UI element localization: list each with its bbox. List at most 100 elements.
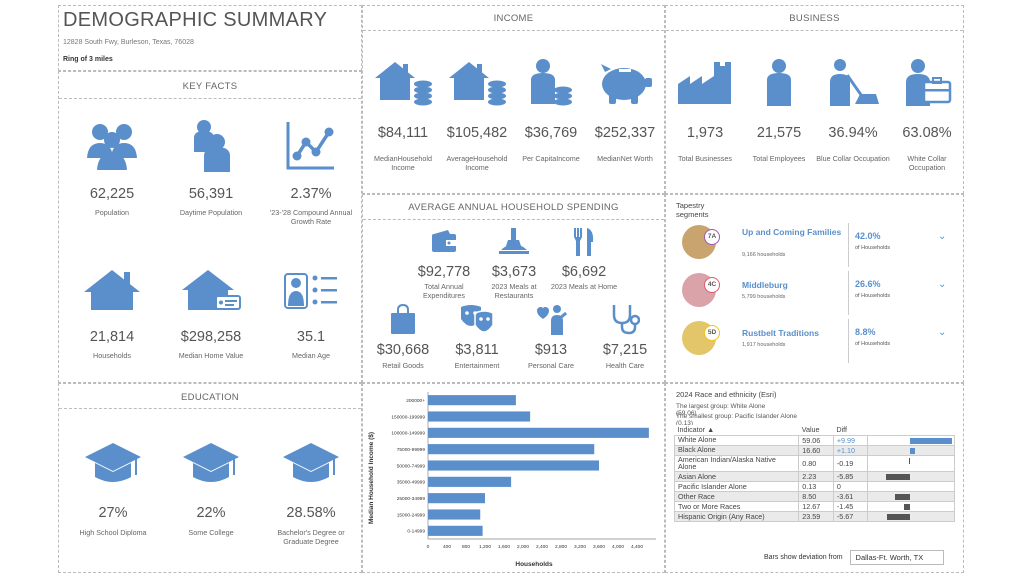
bar[interactable] <box>428 460 599 471</box>
x-tick-label: 2,000 <box>517 544 529 550</box>
tapestry-title: Tapestry segments <box>676 201 709 219</box>
bar[interactable] <box>428 509 481 520</box>
bar[interactable] <box>428 525 483 536</box>
total-businesses-label: Total Businesses <box>678 154 732 163</box>
restaurants-label: 2023 Meals at Restaurants <box>491 282 537 301</box>
race-diff-bar <box>895 494 911 501</box>
fact-median-age: 35.1 Median Age <box>265 268 357 360</box>
x-tick-label: 2,400 <box>536 544 548 550</box>
race-diff-bar <box>908 457 911 464</box>
bar[interactable] <box>428 493 485 504</box>
meals-home-value: $6,692 <box>561 264 607 280</box>
business-panel: BUSINESS 1,973 Total Businesses 21,575 T… <box>665 5 964 194</box>
race-diff-bar-cell <box>867 511 955 523</box>
tapestry-panel: Tapestry segments 7A Up and Coming Famil… <box>665 194 964 383</box>
fact-growth-rate: 2.37% '23-'28 Compound Annual Growth Rat… <box>265 118 357 227</box>
value-header[interactable]: Value <box>798 425 834 435</box>
diff-header[interactable]: Diff <box>833 425 868 435</box>
tapestry-row-4c[interactable]: 4C Middleburg 5,799 households 26.6% of … <box>672 271 957 317</box>
race-diff-bar-cell <box>867 454 955 473</box>
spend-meals-home: $6,692 2023 Meals at Home <box>549 228 619 291</box>
factory-icon <box>676 58 734 106</box>
table-row: Asian Alone 2.23 -5.85 <box>673 471 955 483</box>
race-diff: +1.10 <box>832 444 869 456</box>
people-group-icon <box>85 118 139 172</box>
segment-name: Rustbelt Traditions <box>742 328 819 338</box>
y-tick-label: 150000-199999 <box>391 414 425 420</box>
average-household-income-value: $105,482 <box>446 125 508 141</box>
tapestry-row-7a[interactable]: 7A Up and Coming Families 9,166 househol… <box>672 223 957 269</box>
houses-coins-icon <box>373 58 433 106</box>
race-value: 0.13 <box>798 481 834 493</box>
income-per-capita: $36,769 Per CapitaIncome <box>515 58 587 163</box>
x-tick-label: 800 <box>462 544 470 550</box>
income-distribution-chart: Median Household Income ($) Households 2… <box>368 392 656 568</box>
y-tick-label: 200000+ <box>406 398 425 404</box>
restaurant-icon <box>499 228 529 256</box>
health-care-label: Health Care <box>605 361 645 370</box>
median-household-income-label: MedianHousehold Income <box>374 154 432 173</box>
chevron-down-icon[interactable]: ⌄ <box>938 327 947 338</box>
race-diff: -1.45 <box>832 501 869 513</box>
table-row: Other Race 8.50 -3.61 <box>673 491 955 503</box>
race-panel: 2024 Race and ethnicity (Esri) The large… <box>665 383 964 573</box>
table-row: Two or More Races 12.67 -1.45 <box>673 501 955 513</box>
race-indicator: American Indian/Alaska Native Alone <box>673 454 800 473</box>
spend-entertainment: $3,811 Entertainment <box>441 303 513 370</box>
table-header: Indicator ▲ Value Diff <box>674 425 955 435</box>
person-list-icon <box>283 268 339 312</box>
race-indicator: Other Race <box>673 491 800 503</box>
bar[interactable] <box>428 395 516 406</box>
bar[interactable] <box>428 444 595 455</box>
address-text: 12828 South Fwy, Burleson, Texas, 76028 <box>63 39 194 46</box>
bar[interactable] <box>428 411 531 422</box>
bar[interactable] <box>428 427 649 438</box>
race-value: 23.59 <box>798 511 834 523</box>
retail-label: Retail Goods <box>382 361 424 370</box>
segment-percent-label: of Households <box>855 341 891 347</box>
deviation-label: Bars show deviation from <box>764 554 843 561</box>
spend-total-expenditures: $92,778 Total Annual Expenditures <box>409 228 479 301</box>
divider <box>848 223 849 267</box>
tapestry-row-5d[interactable]: 5D Rustbelt Traditions 1,917 households … <box>672 319 957 365</box>
bar-header <box>867 425 955 435</box>
table-row: Black Alone 16.60 +1.10 <box>673 444 955 456</box>
divider <box>59 408 361 409</box>
divider <box>59 98 361 99</box>
segment-name: Up and Coming Families <box>742 227 842 237</box>
business-total-businesses: 1,973 Total Businesses <box>668 58 742 163</box>
fact-daytime-population: 56,391 Daytime Population <box>165 118 257 217</box>
y-axis-label: Median Household Income ($) <box>368 432 375 524</box>
indicator-header[interactable]: Indicator ▲ <box>674 425 799 435</box>
person-coins-icon <box>527 58 575 106</box>
houses-coins-icon <box>447 58 507 106</box>
median-household-income-value: $84,111 <box>377 125 429 141</box>
divider <box>666 30 963 31</box>
y-tick-label: 15000-24999 <box>397 512 426 518</box>
graduation-cap-icon <box>83 439 143 487</box>
edu-bachelors: 28.58% Bachelor's Degree or Graduate Deg… <box>265 439 357 547</box>
spending-panel: AVERAGE ANNUAL HOUSEHOLD SPENDING $92,77… <box>362 194 665 383</box>
race-diff: -5.85 <box>832 471 869 483</box>
personal-care-value: $913 <box>534 342 568 358</box>
blue-collar-value: 36.94% <box>828 125 878 141</box>
chevron-down-icon[interactable]: ⌄ <box>938 279 947 290</box>
deviation-select[interactable]: Dallas-Ft. Worth, TX <box>849 550 944 565</box>
segment-households: 9,166 households <box>742 252 786 258</box>
median-age-value: 35.1 <box>296 329 326 345</box>
average-household-income-label: AverageHousehold Income <box>446 154 508 173</box>
race-indicator: White Alone <box>673 434 800 446</box>
households-value: 21,814 <box>89 329 135 345</box>
bachelors-value: 28.58% <box>286 505 336 521</box>
income-chart-panel: Median Household Income ($) Households 2… <box>362 383 665 573</box>
chevron-down-icon[interactable]: ⌄ <box>938 231 947 242</box>
total-expenditures-label: Total Annual Expenditures <box>423 282 465 301</box>
race-diff: +9.99 <box>832 434 869 446</box>
bar[interactable] <box>428 476 512 487</box>
race-diff-bar-cell <box>867 501 955 513</box>
fork-knife-icon <box>572 228 596 256</box>
race-smallest-text: The smallest group: Pacific Islander Alo… <box>676 413 798 420</box>
spend-restaurants: $3,673 2023 Meals at Restaurants <box>479 228 549 301</box>
shopping-bag-icon <box>389 303 417 335</box>
median-age-label: Median Age <box>292 351 330 360</box>
